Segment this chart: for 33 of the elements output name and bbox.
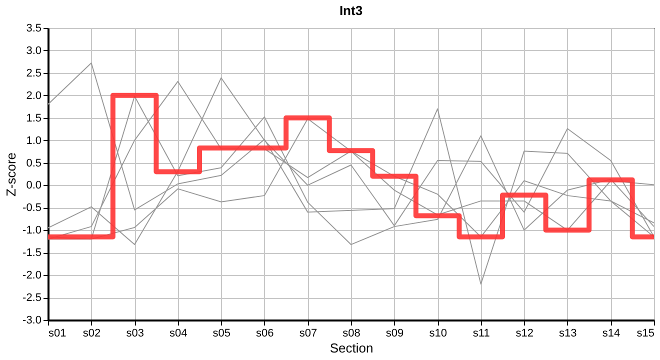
y-tick-label: -0.5 xyxy=(22,202,42,214)
x-tick-label: s04 xyxy=(169,328,188,340)
y-tick-label: 1.0 xyxy=(26,134,42,147)
y-tick-label: 0.0 xyxy=(26,180,42,192)
x-tick-label: s10 xyxy=(429,328,447,340)
x-tick-label: s12 xyxy=(516,328,534,340)
x-tick-label: s13 xyxy=(559,328,577,340)
x-tick-label: s09 xyxy=(386,328,404,340)
y-tick-label: 3.5 xyxy=(26,22,42,34)
x-axis-title: Section xyxy=(330,340,374,356)
x-tick-label: s05 xyxy=(212,328,231,340)
y-tick-label: 2.0 xyxy=(26,90,42,102)
y-tick-label: 0.5 xyxy=(26,157,42,170)
x-tick-label: s15 xyxy=(636,328,654,340)
x-tick-label: s02 xyxy=(82,328,101,340)
y-tick-label: -2.5 xyxy=(22,292,42,304)
x-tick-label: s08 xyxy=(342,328,360,340)
y-tick-label: 1.5 xyxy=(26,112,42,124)
x-tick-label: s07 xyxy=(299,328,318,340)
y-tick-label: -1.5 xyxy=(22,247,42,260)
y-tick-label: -1.0 xyxy=(22,224,42,237)
y-axis-title: Z-score xyxy=(4,152,19,197)
x-tick-label: s11 xyxy=(472,328,490,340)
x-tick-label: s01 xyxy=(48,328,66,340)
y-tick-label: -3.0 xyxy=(22,314,42,326)
x-tick-label: s14 xyxy=(602,328,620,340)
y-tick-label: 3.0 xyxy=(26,44,42,57)
chart-title: Int3 xyxy=(339,3,363,18)
x-tick-label: s03 xyxy=(126,328,144,340)
x-tick-label: s06 xyxy=(256,328,274,340)
y-tick-label: -2.0 xyxy=(22,270,42,282)
line-series xyxy=(48,62,654,285)
y-tick-label: 2.5 xyxy=(26,67,42,80)
